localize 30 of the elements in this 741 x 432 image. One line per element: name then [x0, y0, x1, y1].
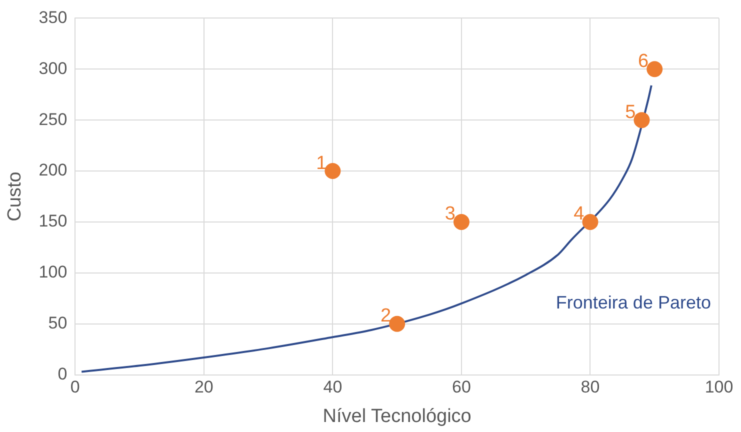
x-axis-title: Nível Tecnológico — [322, 406, 472, 427]
y-axis-title: Custo — [4, 172, 26, 222]
y-tick-label: 50 — [48, 314, 68, 333]
x-tick-label: 100 — [704, 378, 734, 397]
y-tick-label: 100 — [38, 262, 68, 282]
x-tick-label: 0 — [70, 378, 80, 397]
annotation: 5 — [625, 102, 636, 123]
y-tick-label: 0 — [58, 364, 68, 384]
x-tick-label: 60 — [452, 378, 471, 397]
x-tick-label: 80 — [580, 378, 600, 397]
point — [634, 112, 650, 128]
line-series — [80, 84, 652, 373]
point — [646, 61, 663, 78]
x-tick-label: 20 — [194, 378, 214, 397]
y-tick-label: 300 — [38, 58, 68, 78]
annotation: 6 — [638, 50, 649, 72]
y-tick-label: 250 — [38, 110, 68, 129]
y-tick-label: 350 — [38, 8, 68, 27]
series-label: Fronteira de Pareto — [556, 292, 711, 312]
y-tick-label: 150 — [38, 212, 68, 231]
annotation: 3 — [444, 204, 456, 225]
point — [453, 214, 470, 230]
annotation: 4 — [574, 204, 585, 225]
annotation: 1 — [316, 152, 327, 174]
annotation: 2 — [380, 306, 392, 327]
x-tick-label: 40 — [323, 378, 342, 397]
y-tick-label: 200 — [38, 160, 68, 180]
point — [389, 316, 406, 332]
point — [324, 163, 341, 180]
point — [582, 214, 598, 230]
